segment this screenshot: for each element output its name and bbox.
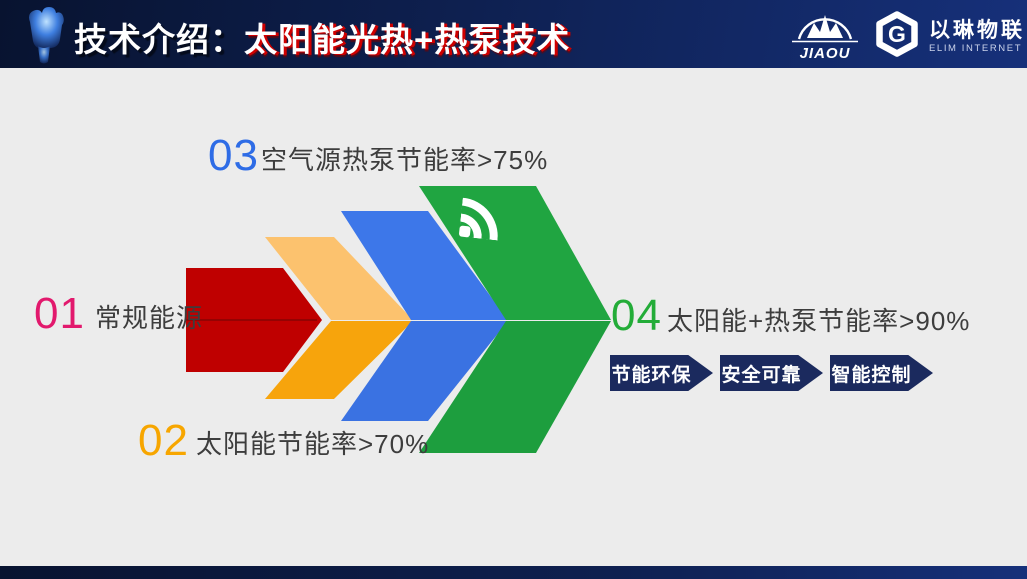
g-hex-icon: G (874, 11, 920, 62)
arrow-step-1-centerline (186, 319, 317, 321)
badge-safety: 安全可靠 (720, 355, 823, 391)
elim-name-en: ELIM INTERNET (929, 43, 1023, 54)
step-3-label: 空气源热泵节能率>75% (261, 145, 549, 175)
step-2-number: 02 (138, 416, 189, 465)
feature-badges: 节能环保 安全可靠 智能控制 (610, 355, 933, 391)
jiaou-logo: JIAOU (792, 8, 858, 62)
footer-bar (0, 566, 1027, 579)
svg-text:G: G (888, 21, 906, 47)
page-title: 技术介绍：太阳能光热+热泵技术 (74, 13, 570, 61)
elim-logo-text: 以琳物联 ELIM INTERNET (929, 19, 1025, 54)
badge-smart-control: 智能控制 (830, 355, 933, 391)
crown-arc-icon (792, 15, 858, 43)
svg-text:JIAOU: JIAOU (800, 45, 851, 62)
elim-logo: G 以琳物联 ELIM INTERNET (874, 11, 1025, 62)
badge-energy-saving: 节能环保 (610, 355, 713, 391)
step-1-label: 常规能源 (95, 303, 204, 333)
header-bar: 技术介绍：太阳能光热+热泵技术 JIAOU G 以琳物联 (0, 0, 1027, 68)
step-3-number: 03 (208, 131, 259, 180)
step-1-number: 01 (34, 289, 85, 338)
fist-icon (22, 4, 64, 64)
step-4-number: 04 (611, 291, 662, 340)
step-2-label: 太阳能节能率>70% (196, 429, 430, 459)
elim-name-cn: 以琳物联 (929, 19, 1025, 42)
title-prefix: 技术介绍： (74, 21, 244, 58)
wifi-icon (457, 188, 514, 243)
title-main: 太阳能光热+热泵技术 (244, 21, 571, 58)
step-4-label: 太阳能+热泵节能率>90% (667, 306, 971, 336)
